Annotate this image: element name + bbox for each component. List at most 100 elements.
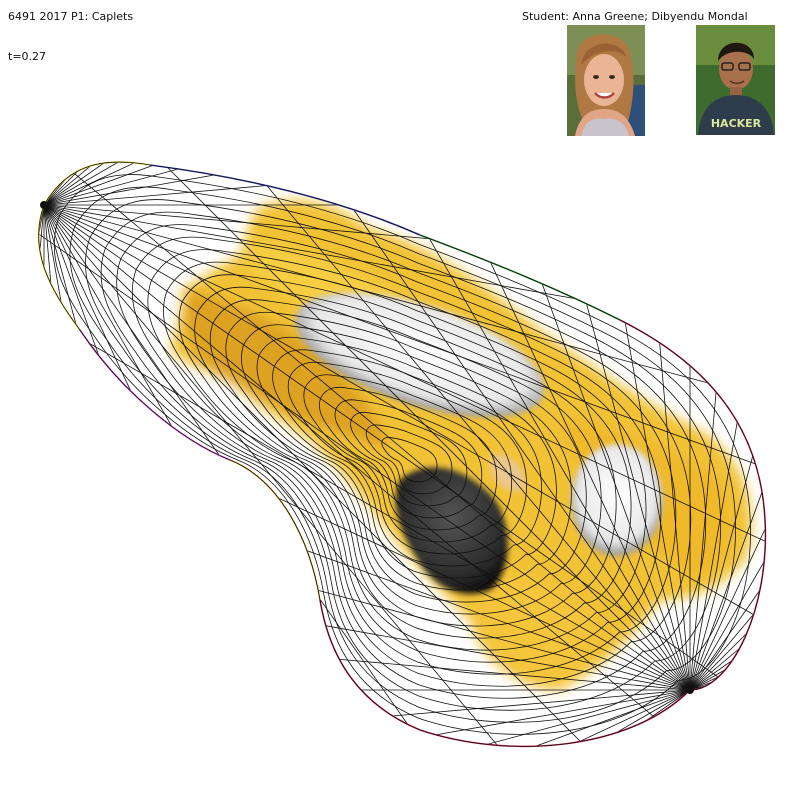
grid-line bbox=[38, 161, 45, 206]
student-photo-dibyendu: HACKER bbox=[696, 25, 775, 135]
grid-line bbox=[689, 689, 766, 747]
grid-line bbox=[38, 173, 691, 691]
portrait-photo bbox=[567, 25, 645, 136]
grid-line bbox=[38, 204, 45, 586]
grid-line bbox=[38, 161, 45, 206]
grid-line bbox=[38, 204, 45, 747]
grid-line bbox=[689, 689, 766, 747]
grid-line bbox=[147, 249, 662, 663]
grid-line bbox=[173, 161, 691, 691]
grid-line bbox=[689, 689, 766, 747]
grid-line bbox=[116, 224, 692, 687]
grid-line bbox=[689, 689, 766, 747]
grid-line bbox=[689, 689, 766, 747]
grid-line bbox=[38, 161, 45, 206]
grid-line bbox=[38, 204, 45, 747]
grid-line bbox=[241, 324, 572, 591]
grid-line bbox=[38, 689, 691, 747]
grid-line bbox=[318, 386, 498, 531]
grid-line bbox=[38, 161, 45, 206]
grid-line bbox=[38, 204, 45, 747]
grid-line bbox=[38, 309, 691, 691]
grid-line bbox=[38, 161, 45, 206]
grid-line bbox=[38, 204, 45, 362]
grid-line bbox=[272, 349, 542, 567]
grid-line bbox=[689, 161, 766, 691]
time-readout: t=0.27 bbox=[8, 50, 47, 63]
grid-line bbox=[38, 161, 45, 206]
student-names: Student: Anna Greene; Dibyendu Mondal bbox=[522, 10, 748, 23]
grid-line bbox=[43, 161, 766, 206]
grid-line bbox=[38, 161, 45, 206]
grid-line bbox=[689, 161, 766, 691]
grid-line bbox=[38, 689, 691, 747]
grid-line bbox=[689, 689, 766, 747]
grid-line bbox=[287, 361, 527, 555]
grid-line bbox=[111, 161, 691, 691]
grid-line bbox=[689, 689, 766, 747]
grid-line bbox=[38, 204, 45, 514]
grid-line bbox=[689, 689, 766, 747]
grid-line bbox=[350, 411, 468, 507]
grid-line bbox=[38, 204, 45, 747]
grid-line bbox=[38, 204, 45, 747]
grid-line bbox=[43, 204, 766, 439]
grid-line bbox=[85, 199, 722, 711]
grid-line bbox=[38, 161, 45, 206]
grid-line bbox=[38, 161, 45, 206]
page-title: 6491 2017 P1: Caplets bbox=[8, 10, 134, 23]
grid-line bbox=[38, 161, 45, 206]
control-point[interactable] bbox=[686, 686, 694, 694]
grid-line bbox=[38, 161, 45, 206]
grid-line bbox=[38, 161, 45, 206]
grid-line bbox=[178, 274, 632, 639]
grid-line bbox=[309, 161, 691, 691]
grid-line bbox=[689, 689, 766, 747]
grid-line bbox=[689, 161, 766, 691]
grid-line bbox=[38, 161, 45, 206]
grid-line bbox=[689, 689, 766, 747]
grid-line bbox=[43, 204, 766, 586]
caplet-outline bbox=[38, 161, 766, 747]
grid-line bbox=[38, 161, 45, 206]
grid-line bbox=[38, 204, 45, 722]
grid-line bbox=[365, 424, 453, 495]
student-photo-anna bbox=[567, 25, 645, 136]
grid-line bbox=[256, 336, 557, 579]
grid-line bbox=[43, 204, 623, 747]
grid-line bbox=[53, 174, 751, 735]
grid-line bbox=[689, 689, 766, 747]
grid-line bbox=[303, 374, 512, 543]
grid-line bbox=[381, 436, 438, 483]
shirt-text: HACKER bbox=[711, 117, 762, 130]
grid-line bbox=[38, 204, 45, 284]
grid-line bbox=[38, 161, 45, 206]
grid-line bbox=[43, 161, 766, 206]
grid-line bbox=[194, 286, 617, 627]
grid-line bbox=[38, 204, 45, 747]
caplet-border[interactable] bbox=[37, 161, 767, 748]
grid-line bbox=[38, 204, 45, 747]
grid-line bbox=[689, 689, 766, 747]
grid-line bbox=[689, 689, 766, 747]
grid-line bbox=[689, 689, 766, 747]
portrait-photo: HACKER bbox=[696, 25, 775, 135]
grid-line bbox=[43, 204, 681, 747]
grid-line bbox=[38, 161, 45, 206]
grid-line bbox=[131, 236, 677, 675]
grid-line bbox=[689, 689, 766, 747]
grid-line bbox=[43, 204, 766, 362]
grid-line bbox=[689, 161, 766, 691]
grid-line bbox=[38, 204, 45, 439]
grid-line bbox=[38, 161, 45, 206]
grid-line bbox=[43, 204, 766, 656]
grid-line bbox=[38, 689, 691, 747]
control-point[interactable] bbox=[40, 201, 48, 209]
grid-line bbox=[38, 204, 45, 747]
grid-line bbox=[163, 261, 647, 651]
grid-line bbox=[689, 689, 766, 747]
grid-line bbox=[69, 186, 736, 723]
grid-line bbox=[100, 211, 707, 699]
grid-line bbox=[38, 204, 45, 747]
